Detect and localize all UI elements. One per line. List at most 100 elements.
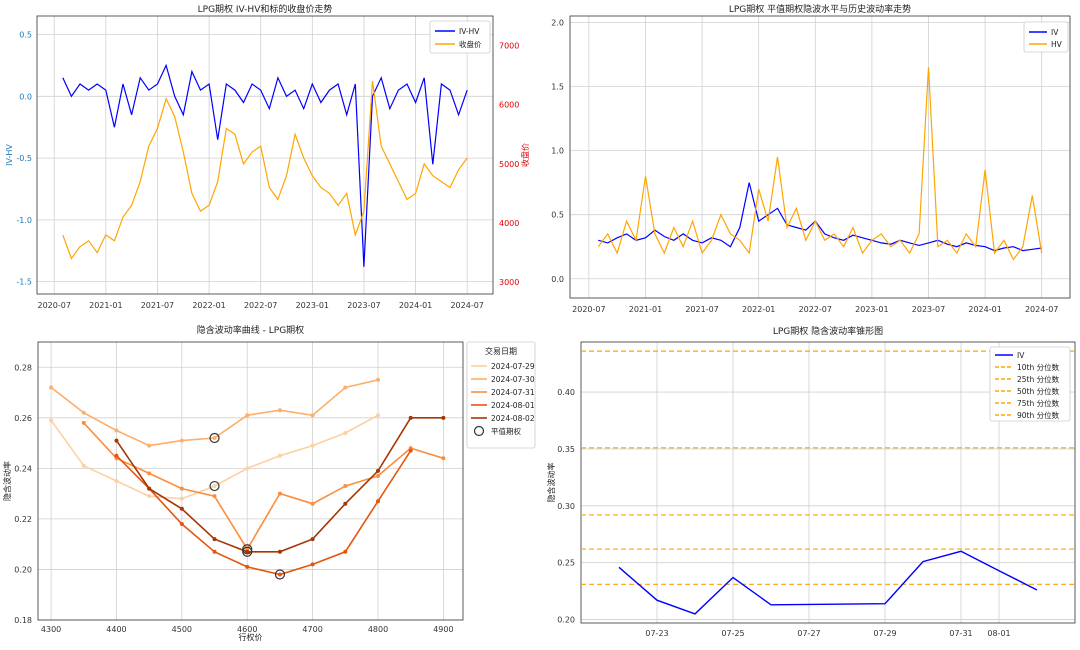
smile-point bbox=[81, 410, 86, 415]
x-tick-label: 4400 bbox=[106, 625, 126, 634]
y2-tick-label: 6000 bbox=[499, 101, 519, 110]
x-tick-label: 2023-01 bbox=[296, 301, 329, 310]
legend-label: 50th 分位数 bbox=[1017, 386, 1060, 396]
plot-frame bbox=[37, 341, 464, 621]
smile-point bbox=[49, 385, 54, 390]
chart-title: LPG期权 平值期权隐波水平与历史波动率走势 bbox=[729, 3, 911, 15]
chart-ivhv-price-panel: 2020-07 2021-01 2021-07 2022-01 2022-07 2023-… bbox=[0, 0, 540, 320]
y-tick-label: 2.0 bbox=[551, 18, 564, 27]
smile-line bbox=[50, 379, 379, 447]
y-axis-label: 隐含波动率 bbox=[546, 463, 556, 503]
y-tick-label: -1.0 bbox=[16, 216, 32, 225]
x-tick-label: 07-23 bbox=[645, 629, 668, 638]
smile-point bbox=[376, 468, 380, 473]
smile-point bbox=[277, 408, 282, 413]
legend-atm-marker bbox=[473, 425, 485, 437]
series-line-iv bbox=[618, 550, 1038, 615]
smile-point bbox=[81, 420, 86, 425]
y2-tick-label: 5000 bbox=[499, 160, 519, 169]
smile-line bbox=[115, 450, 412, 576]
chart-iv-smile-panel: 4300 4400 4500 4600 4700 4800 4900 0.18 0.20 0.22… bbox=[0, 320, 540, 646]
smile-point bbox=[147, 494, 152, 499]
y-tick-label: 0.18 bbox=[14, 616, 32, 625]
smile-point bbox=[245, 466, 250, 471]
atm-marker bbox=[209, 480, 220, 492]
legend-label: 2024-07-29 bbox=[491, 362, 535, 371]
chart-ivhv-price: 2020-07 2021-01 2021-07 2022-01 2022-07 2023-… bbox=[5, 3, 530, 310]
smile-point bbox=[49, 418, 54, 423]
x-tick-label: 2021-01 bbox=[629, 305, 662, 314]
y-tick-label: 1.5 bbox=[551, 83, 564, 92]
smile-point bbox=[245, 564, 250, 569]
smile-point bbox=[310, 562, 315, 567]
chart-title: LPG期权 IV-HV和标的收盘价走势 bbox=[198, 3, 333, 15]
series-line-close-price bbox=[62, 81, 468, 260]
smile-point bbox=[343, 430, 348, 435]
plot-frame bbox=[36, 15, 494, 295]
smile-point bbox=[343, 484, 348, 489]
smile-point bbox=[343, 385, 348, 390]
smile-point bbox=[212, 484, 217, 489]
smile-point bbox=[376, 377, 380, 382]
legend bbox=[429, 20, 491, 54]
smile-point bbox=[179, 521, 184, 526]
smile-point bbox=[245, 549, 250, 554]
chart-title: LPG期权 隐含波动率锥形图 bbox=[773, 325, 883, 337]
y-tick-label: 0.24 bbox=[14, 464, 32, 473]
smile-point bbox=[179, 496, 184, 501]
y2-tick-label: 3000 bbox=[499, 278, 519, 287]
smile-point bbox=[408, 448, 413, 453]
x-axis-label: 行权价 bbox=[239, 632, 263, 642]
smile-point bbox=[179, 506, 184, 511]
y-tick-label: -0.5 bbox=[16, 154, 32, 163]
x-tick-label: 2021-07 bbox=[685, 305, 718, 314]
chart-iv-cone-panel: 07-23 07-25 07-27 07-29 07-31 08-01 0.20 0.25 0.… bbox=[540, 320, 1080, 646]
series-line-ivhv bbox=[62, 63, 468, 267]
chart-iv-cone: 07-23 07-25 07-27 07-29 07-31 08-01 0.20 0.25 0.… bbox=[546, 325, 1076, 638]
y-tick-label: 0.0 bbox=[19, 92, 32, 101]
x-tick-label: 2023-07 bbox=[347, 301, 380, 310]
smile-point bbox=[212, 537, 217, 542]
smile-point bbox=[179, 438, 184, 443]
x-tick-label: 2023-07 bbox=[912, 305, 945, 314]
smile-point bbox=[179, 486, 184, 491]
y-tick-label: 0.0 bbox=[551, 275, 564, 284]
legend-label: IV-HV bbox=[459, 27, 480, 36]
smile-point bbox=[310, 501, 315, 506]
series-line-iv bbox=[598, 182, 1042, 252]
atm-marker bbox=[274, 569, 286, 580]
smile-point bbox=[441, 456, 446, 461]
smile-point bbox=[81, 463, 86, 468]
smile-point bbox=[212, 436, 217, 441]
smile-point bbox=[441, 415, 446, 420]
x-tick-label: 2020-07 bbox=[572, 305, 605, 314]
smile-point bbox=[114, 438, 119, 443]
y-tick-label: 0.28 bbox=[14, 363, 32, 372]
y-axis-label: IV-HV bbox=[5, 144, 14, 166]
smile-point bbox=[147, 443, 152, 448]
y2-tick-label: 7000 bbox=[499, 42, 519, 51]
legend-label: 75th 分位数 bbox=[1017, 398, 1060, 408]
smile-point bbox=[310, 443, 315, 448]
smile-point bbox=[277, 453, 282, 458]
x-tick-label: 07-31 bbox=[949, 629, 972, 638]
smile-point bbox=[376, 499, 380, 504]
chart-iv-hv-trend-panel: 2020-07 2021-01 2021-07 2022-01 2022-07 2023-… bbox=[540, 0, 1080, 320]
atm-marker bbox=[242, 546, 253, 557]
chart-title: 隐含波动率曲线 - LPG期权 bbox=[197, 324, 304, 336]
y-tick-label: 0.30 bbox=[557, 502, 575, 511]
x-tick-label: 2024-01 bbox=[968, 305, 1001, 314]
legend-label: 90th 分位数 bbox=[1017, 410, 1060, 420]
x-tick-label: 4500 bbox=[172, 625, 192, 634]
smile-point bbox=[277, 549, 282, 554]
smile-point bbox=[277, 491, 282, 496]
x-tick-label: 4800 bbox=[368, 625, 388, 634]
smile-point bbox=[114, 479, 119, 483]
x-tick-label: 2024-01 bbox=[399, 301, 432, 310]
x-tick-label: 07-25 bbox=[721, 629, 744, 638]
legend-title: 交易日期 bbox=[485, 346, 517, 356]
legend-label: IV bbox=[1051, 28, 1059, 37]
smile-point bbox=[245, 413, 250, 418]
legend-label: 10th 分位数 bbox=[1017, 362, 1060, 372]
